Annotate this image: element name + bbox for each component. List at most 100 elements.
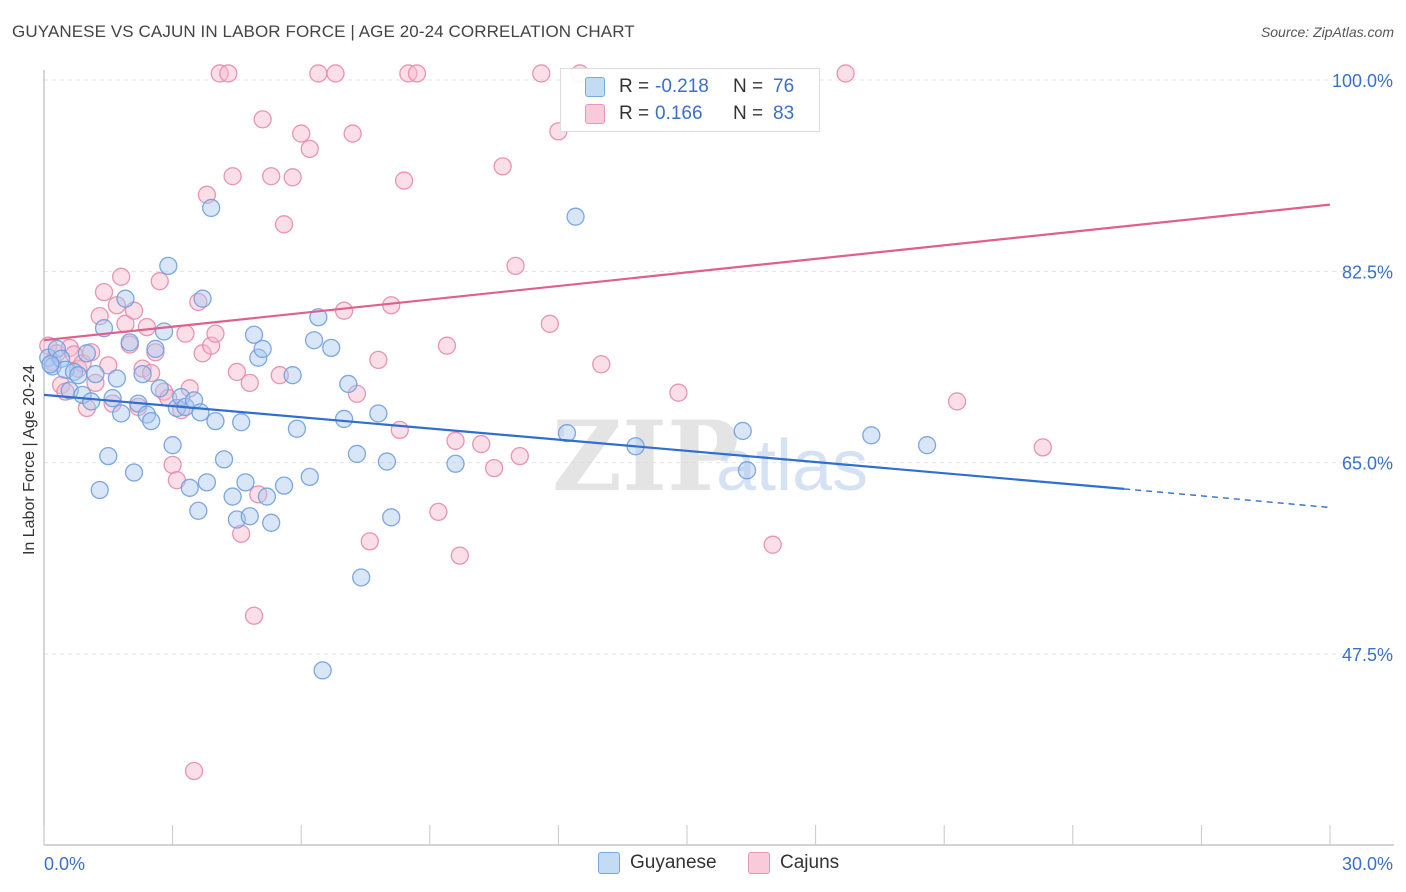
legend-item-cajuns: Cajuns (748, 852, 839, 874)
legend-n-value: 83 (773, 103, 795, 124)
point-guyanese (112, 404, 131, 423)
point-guyanese (347, 444, 367, 464)
y-tick-label: 65.0% (1342, 454, 1393, 474)
legend-r-value: -0.218 (655, 76, 709, 97)
y-tick-label: 100.0% (1332, 71, 1393, 91)
point-guyanese (304, 331, 324, 350)
point-guyanese (124, 463, 144, 482)
point-guyanese (159, 256, 178, 276)
point-cajuns (206, 324, 225, 343)
y-tick-label: 47.5% (1342, 645, 1393, 665)
point-cajuns (232, 524, 251, 543)
point-cajuns (394, 171, 414, 190)
legend-n-label: N = (733, 103, 764, 124)
point-guyanese (737, 461, 757, 480)
point-cajuns (223, 167, 242, 186)
point-guyanese (154, 322, 174, 341)
point-guyanese (377, 452, 397, 471)
point-cajuns (133, 359, 152, 378)
point-guyanese (197, 473, 217, 492)
trendline-cajuns (43, 203, 1331, 342)
point-cajuns (309, 64, 328, 83)
point-guyanese (142, 411, 161, 431)
point-guyanese (733, 421, 752, 441)
point-cajuns (506, 256, 525, 276)
point-guyanese (249, 348, 268, 367)
stats-legend: R = -0.218 N = 76 R = 0.166 N = 83 (560, 68, 820, 132)
point-guyanese (120, 333, 139, 352)
point-cajuns (437, 336, 457, 355)
point-cajuns (947, 392, 967, 411)
point-cajuns (532, 64, 551, 83)
point-guyanese (287, 419, 307, 438)
point-cajuns (343, 124, 362, 143)
point-guyanese (240, 507, 259, 526)
trendline-guyanese (43, 393, 1125, 491)
point-cajuns (137, 317, 157, 337)
point-guyanese (300, 467, 319, 487)
chart-title: GUYANESE VS CAJUN IN LABOR FORCE | AGE 2… (12, 22, 635, 41)
point-guyanese (193, 289, 212, 308)
point-guyanese (82, 392, 101, 411)
point-guyanese (107, 369, 127, 388)
legend-swatch-cajuns (585, 104, 605, 124)
legend-row-guyanese: R = -0.218 N = 76 (561, 74, 794, 100)
point-cajuns (510, 446, 529, 466)
point-cajuns (112, 267, 131, 286)
legend-swatch-cajuns (748, 852, 770, 874)
point-guyanese (189, 501, 208, 520)
point-cajuns (202, 336, 221, 355)
point-cajuns (326, 64, 345, 83)
point-guyanese (232, 413, 251, 432)
point-guyanese (309, 308, 328, 327)
point-guyanese (557, 423, 577, 443)
point-cajuns (240, 373, 259, 393)
point-cajuns (369, 350, 388, 370)
point-cajuns (450, 546, 469, 565)
point-cajuns (493, 157, 512, 176)
point-guyanese (77, 344, 97, 363)
point-cajuns (99, 356, 118, 375)
point-guyanese (382, 508, 401, 527)
point-cajuns (150, 272, 169, 291)
point-guyanese (214, 450, 234, 469)
point-cajuns (334, 301, 354, 320)
legend-row-cajuns: R = 0.166 N = 83 (561, 101, 794, 127)
point-guyanese (283, 366, 302, 385)
legend-item-guyanese: Guyanese (598, 852, 717, 874)
legend-swatch-guyanese (585, 77, 605, 97)
point-cajuns (274, 215, 294, 234)
point-guyanese (253, 339, 272, 359)
point-cajuns (390, 420, 409, 440)
point-guyanese (566, 207, 585, 226)
point-guyanese (133, 364, 152, 384)
point-cajuns (163, 455, 182, 475)
legend-n-label: N = (733, 76, 764, 97)
point-guyanese (69, 366, 88, 385)
x-tick-label: 30.0% (1342, 854, 1393, 874)
trendline-guyanese-extension (1124, 488, 1331, 509)
point-guyanese (90, 480, 109, 500)
point-cajuns (270, 366, 289, 385)
y-axis-label: In Labor Force | Age 20-24 (21, 364, 38, 556)
point-guyanese (262, 513, 281, 532)
point-guyanese (339, 374, 358, 394)
point-guyanese (99, 446, 118, 466)
point-cajuns (1033, 438, 1052, 457)
point-guyanese (917, 436, 937, 455)
point-guyanese (202, 198, 221, 218)
legend-r-label: R = (619, 76, 650, 97)
point-cajuns (836, 64, 855, 83)
x-tick-label: 0.0% (44, 854, 85, 874)
point-guyanese (352, 568, 371, 587)
legend-label-cajuns: Cajuns (780, 852, 840, 873)
point-cajuns (219, 64, 238, 83)
point-cajuns (407, 64, 427, 83)
point-guyanese (313, 661, 332, 680)
y-tick-label: 82.5% (1342, 262, 1393, 282)
point-guyanese (116, 289, 135, 308)
watermark-zip: ZIP (552, 400, 739, 513)
point-cajuns (446, 431, 465, 450)
point-cajuns (300, 139, 319, 159)
